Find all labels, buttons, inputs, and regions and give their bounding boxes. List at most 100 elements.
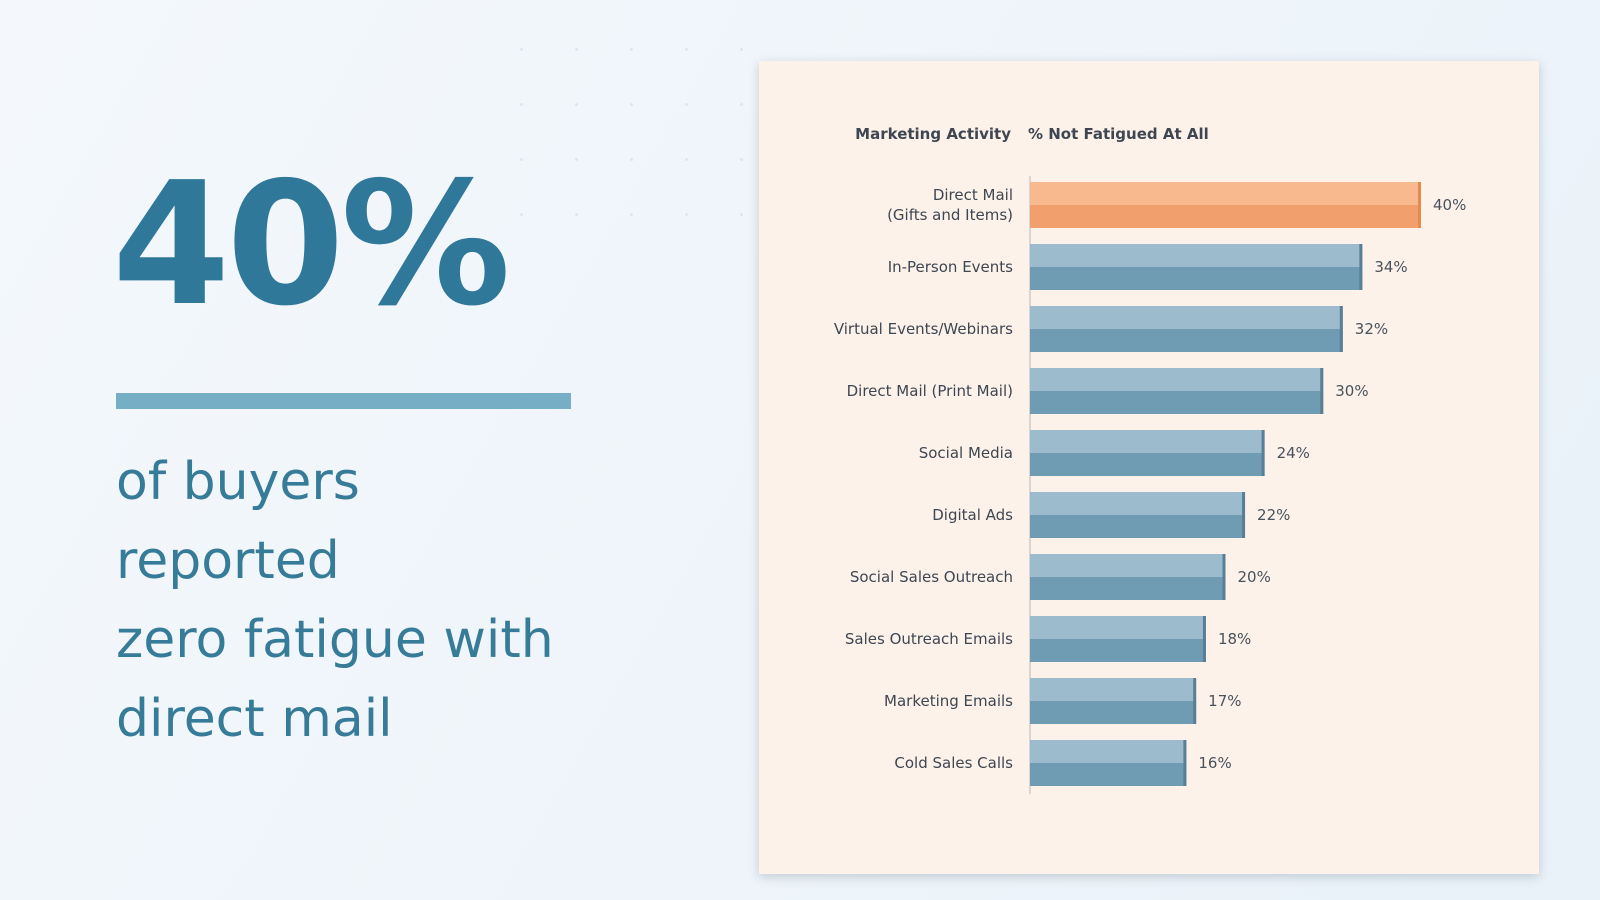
decorative-dot-grid [520, 40, 750, 230]
decorative-dot [520, 48, 523, 51]
decorative-dot [630, 213, 633, 216]
bar [1030, 678, 1197, 724]
category-label-line: Social Sales Outreach [850, 568, 1013, 586]
bar-end-edge [1261, 430, 1265, 476]
category-label-line: Direct Mail [933, 186, 1013, 204]
bar-chart: Marketing Activity % Not Fatigued At All… [834, 125, 1466, 794]
bar [1030, 492, 1246, 538]
caption-line: of buyers [116, 452, 360, 512]
bar-bottom-face [1030, 205, 1421, 228]
decorative-dot [575, 103, 578, 106]
bar-top-face [1030, 554, 1226, 577]
bar-end-edge [1320, 368, 1324, 414]
category-label: Direct Mail (Print Mail) [847, 382, 1013, 400]
category-label: Marketing Emails [884, 692, 1013, 710]
bar-top-face [1030, 244, 1363, 267]
bar-bottom-face [1030, 639, 1206, 662]
bar [1030, 182, 1421, 228]
caption-line: direct mail [116, 689, 393, 749]
decorative-dot [740, 103, 743, 106]
category-label-line: In-Person Events [888, 258, 1013, 276]
category-label-line: Marketing Emails [884, 692, 1013, 710]
decorative-dot [520, 213, 523, 216]
caption-line: reported [116, 531, 340, 591]
bar-bottom-face [1030, 329, 1343, 352]
bar-top-face [1030, 430, 1265, 453]
bar-value-label: 22% [1257, 506, 1290, 524]
bar-top-face [1030, 182, 1421, 205]
bar-bottom-face [1030, 391, 1324, 414]
bar-end-edge [1418, 182, 1421, 228]
bar-bottom-face [1030, 701, 1197, 724]
bar-end-edge [1222, 554, 1226, 600]
bar-value-label: 34% [1374, 258, 1407, 276]
bar-value-label: 24% [1277, 444, 1310, 462]
decorative-dot [630, 48, 633, 51]
chart-card: Marketing Activity % Not Fatigued At All… [759, 61, 1539, 874]
bar-top-face [1030, 740, 1187, 763]
headline-stat: 40% [112, 146, 511, 344]
bar-end-edge [1359, 244, 1363, 290]
bar [1030, 616, 1206, 662]
bar-value-label: 30% [1335, 382, 1368, 400]
header-category-label: Marketing Activity [855, 125, 1011, 143]
bar [1030, 740, 1187, 786]
bar-bottom-face [1030, 515, 1246, 538]
bar-value-label: 17% [1208, 692, 1241, 710]
bar-bottom-face [1030, 453, 1265, 476]
decorative-dot [520, 158, 523, 161]
bar-end-edge [1242, 492, 1246, 538]
category-label: In-Person Events [888, 258, 1013, 276]
decorative-dot [575, 213, 578, 216]
category-label-line: Social Media [919, 444, 1013, 462]
category-label: Direct Mail (Gifts and Items) [887, 186, 1013, 224]
bar-top-face [1030, 492, 1246, 515]
decorative-dot [630, 158, 633, 161]
caption-line: zero fatigue with [116, 610, 554, 670]
bar-bottom-face [1030, 763, 1187, 786]
bar-value-label: 16% [1198, 754, 1231, 772]
category-label-line: Virtual Events/Webinars [834, 320, 1013, 338]
bar-bottom-face [1030, 577, 1226, 600]
bar [1030, 554, 1226, 600]
bar [1030, 368, 1324, 414]
decorative-dot [630, 103, 633, 106]
category-label: Social Media [919, 444, 1013, 462]
decorative-dot [740, 213, 743, 216]
bar-end-edge [1183, 740, 1187, 786]
bar-bottom-face [1030, 267, 1363, 290]
category-label-line: (Gifts and Items) [887, 206, 1013, 224]
category-label: Virtual Events/Webinars [834, 320, 1013, 338]
category-label-line: Digital Ads [932, 506, 1013, 524]
decorative-dot [575, 48, 578, 51]
category-label: Digital Ads [932, 506, 1013, 524]
bar [1030, 306, 1343, 352]
bar-top-face [1030, 616, 1206, 639]
decorative-dot [685, 48, 688, 51]
headline-divider [116, 393, 571, 409]
bar-end-edge [1339, 306, 1343, 352]
decorative-dot [740, 48, 743, 51]
decorative-dot [685, 103, 688, 106]
bars-group: 40% Direct Mail (Gifts and Items) 34% In-Per… [834, 182, 1466, 786]
bar-top-face [1030, 306, 1343, 329]
bar-value-label: 20% [1238, 568, 1271, 586]
category-label-line: Sales Outreach Emails [845, 630, 1013, 648]
decorative-dot [685, 158, 688, 161]
category-label: Cold Sales Calls [894, 754, 1013, 772]
category-label: Social Sales Outreach [850, 568, 1013, 586]
decorative-dot [575, 158, 578, 161]
bar [1030, 430, 1265, 476]
bar-value-label: 40% [1433, 196, 1466, 214]
decorative-dot [685, 213, 688, 216]
bar-value-label: 32% [1355, 320, 1388, 338]
category-label-line: Cold Sales Calls [894, 754, 1013, 772]
decorative-dot [520, 103, 523, 106]
category-label-line: Direct Mail (Print Mail) [847, 382, 1013, 400]
bar-end-edge [1202, 616, 1206, 662]
bar-top-face [1030, 368, 1324, 391]
headline-caption: of buyers reported zero fatigue with dir… [116, 443, 636, 759]
decorative-dot [740, 158, 743, 161]
bar-value-label: 18% [1218, 630, 1251, 648]
header-value-label: % Not Fatigued At All [1028, 125, 1209, 143]
